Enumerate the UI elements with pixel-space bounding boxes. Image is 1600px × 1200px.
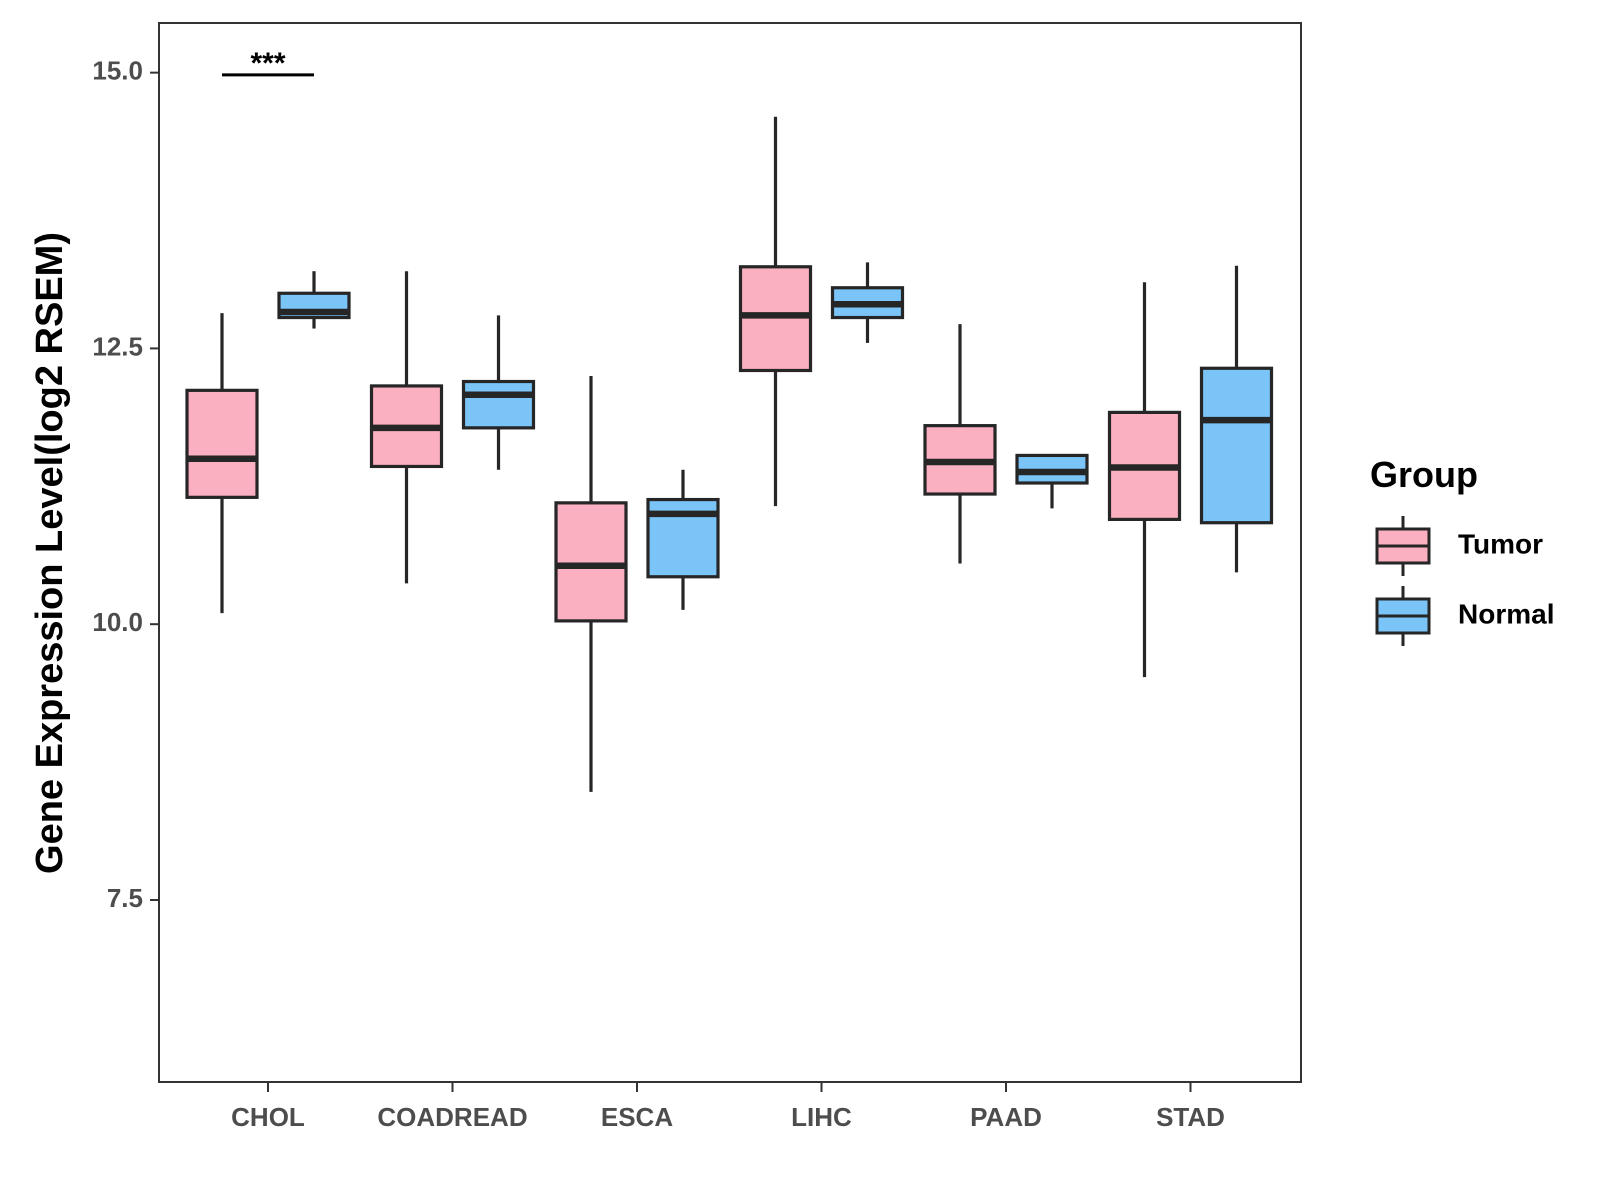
legend-item-normal: Normal (1375, 586, 1554, 646)
x-tick-label: PAAD (970, 1102, 1042, 1132)
x-tick-label: ESCA (601, 1102, 673, 1132)
x-axis: CHOL COADREAD ESCA LIHC PAAD STAD (231, 1082, 1225, 1132)
significance-label: *** (250, 47, 285, 80)
box-tumor-esca (554, 376, 628, 792)
box-iqr (461, 379, 536, 430)
boxes (185, 116, 1274, 792)
box-iqr (738, 265, 813, 373)
box-normal-stad (1199, 265, 1274, 573)
legend-label: Normal (1458, 598, 1554, 629)
box-tumor-lihc (738, 116, 813, 507)
box-iqr (1199, 366, 1274, 525)
box-tumor-coadread (369, 271, 444, 584)
x-tick-label: LIHC (791, 1102, 852, 1132)
legend-title: Group (1370, 454, 1478, 495)
y-tick-label: 10.0 (92, 607, 143, 637)
legend-label: Tumor (1458, 528, 1543, 559)
x-tick-label: COADREAD (377, 1102, 527, 1132)
box-iqr (185, 388, 259, 499)
legend: Group Tumor Normal (1370, 454, 1554, 646)
y-tick-label: 7.5 (107, 883, 143, 913)
y-axis: 7.5 10.0 12.5 15.0 (92, 56, 159, 913)
x-tick-label: STAD (1156, 1102, 1225, 1132)
x-tick-label: CHOL (231, 1102, 305, 1132)
box-normal-coadread (461, 315, 536, 470)
y-tick-label: 15.0 (92, 56, 143, 86)
box-normal-esca (646, 469, 720, 610)
y-axis-title: Gene Expression Level(log2 RSEM) (29, 232, 71, 874)
plot-panel (158, 22, 1302, 1083)
annotations: *** (222, 47, 314, 80)
legend-item-tumor: Tumor (1375, 516, 1543, 576)
box-normal-paad (1015, 453, 1089, 509)
box-tumor-chol (185, 313, 259, 614)
box-tumor-stad (1107, 282, 1182, 678)
y-tick-label: 12.5 (92, 331, 143, 361)
box-normal-lihc (830, 262, 905, 343)
box-iqr (554, 501, 628, 623)
box-tumor-paad (923, 324, 997, 564)
box-normal-chol (277, 271, 351, 329)
